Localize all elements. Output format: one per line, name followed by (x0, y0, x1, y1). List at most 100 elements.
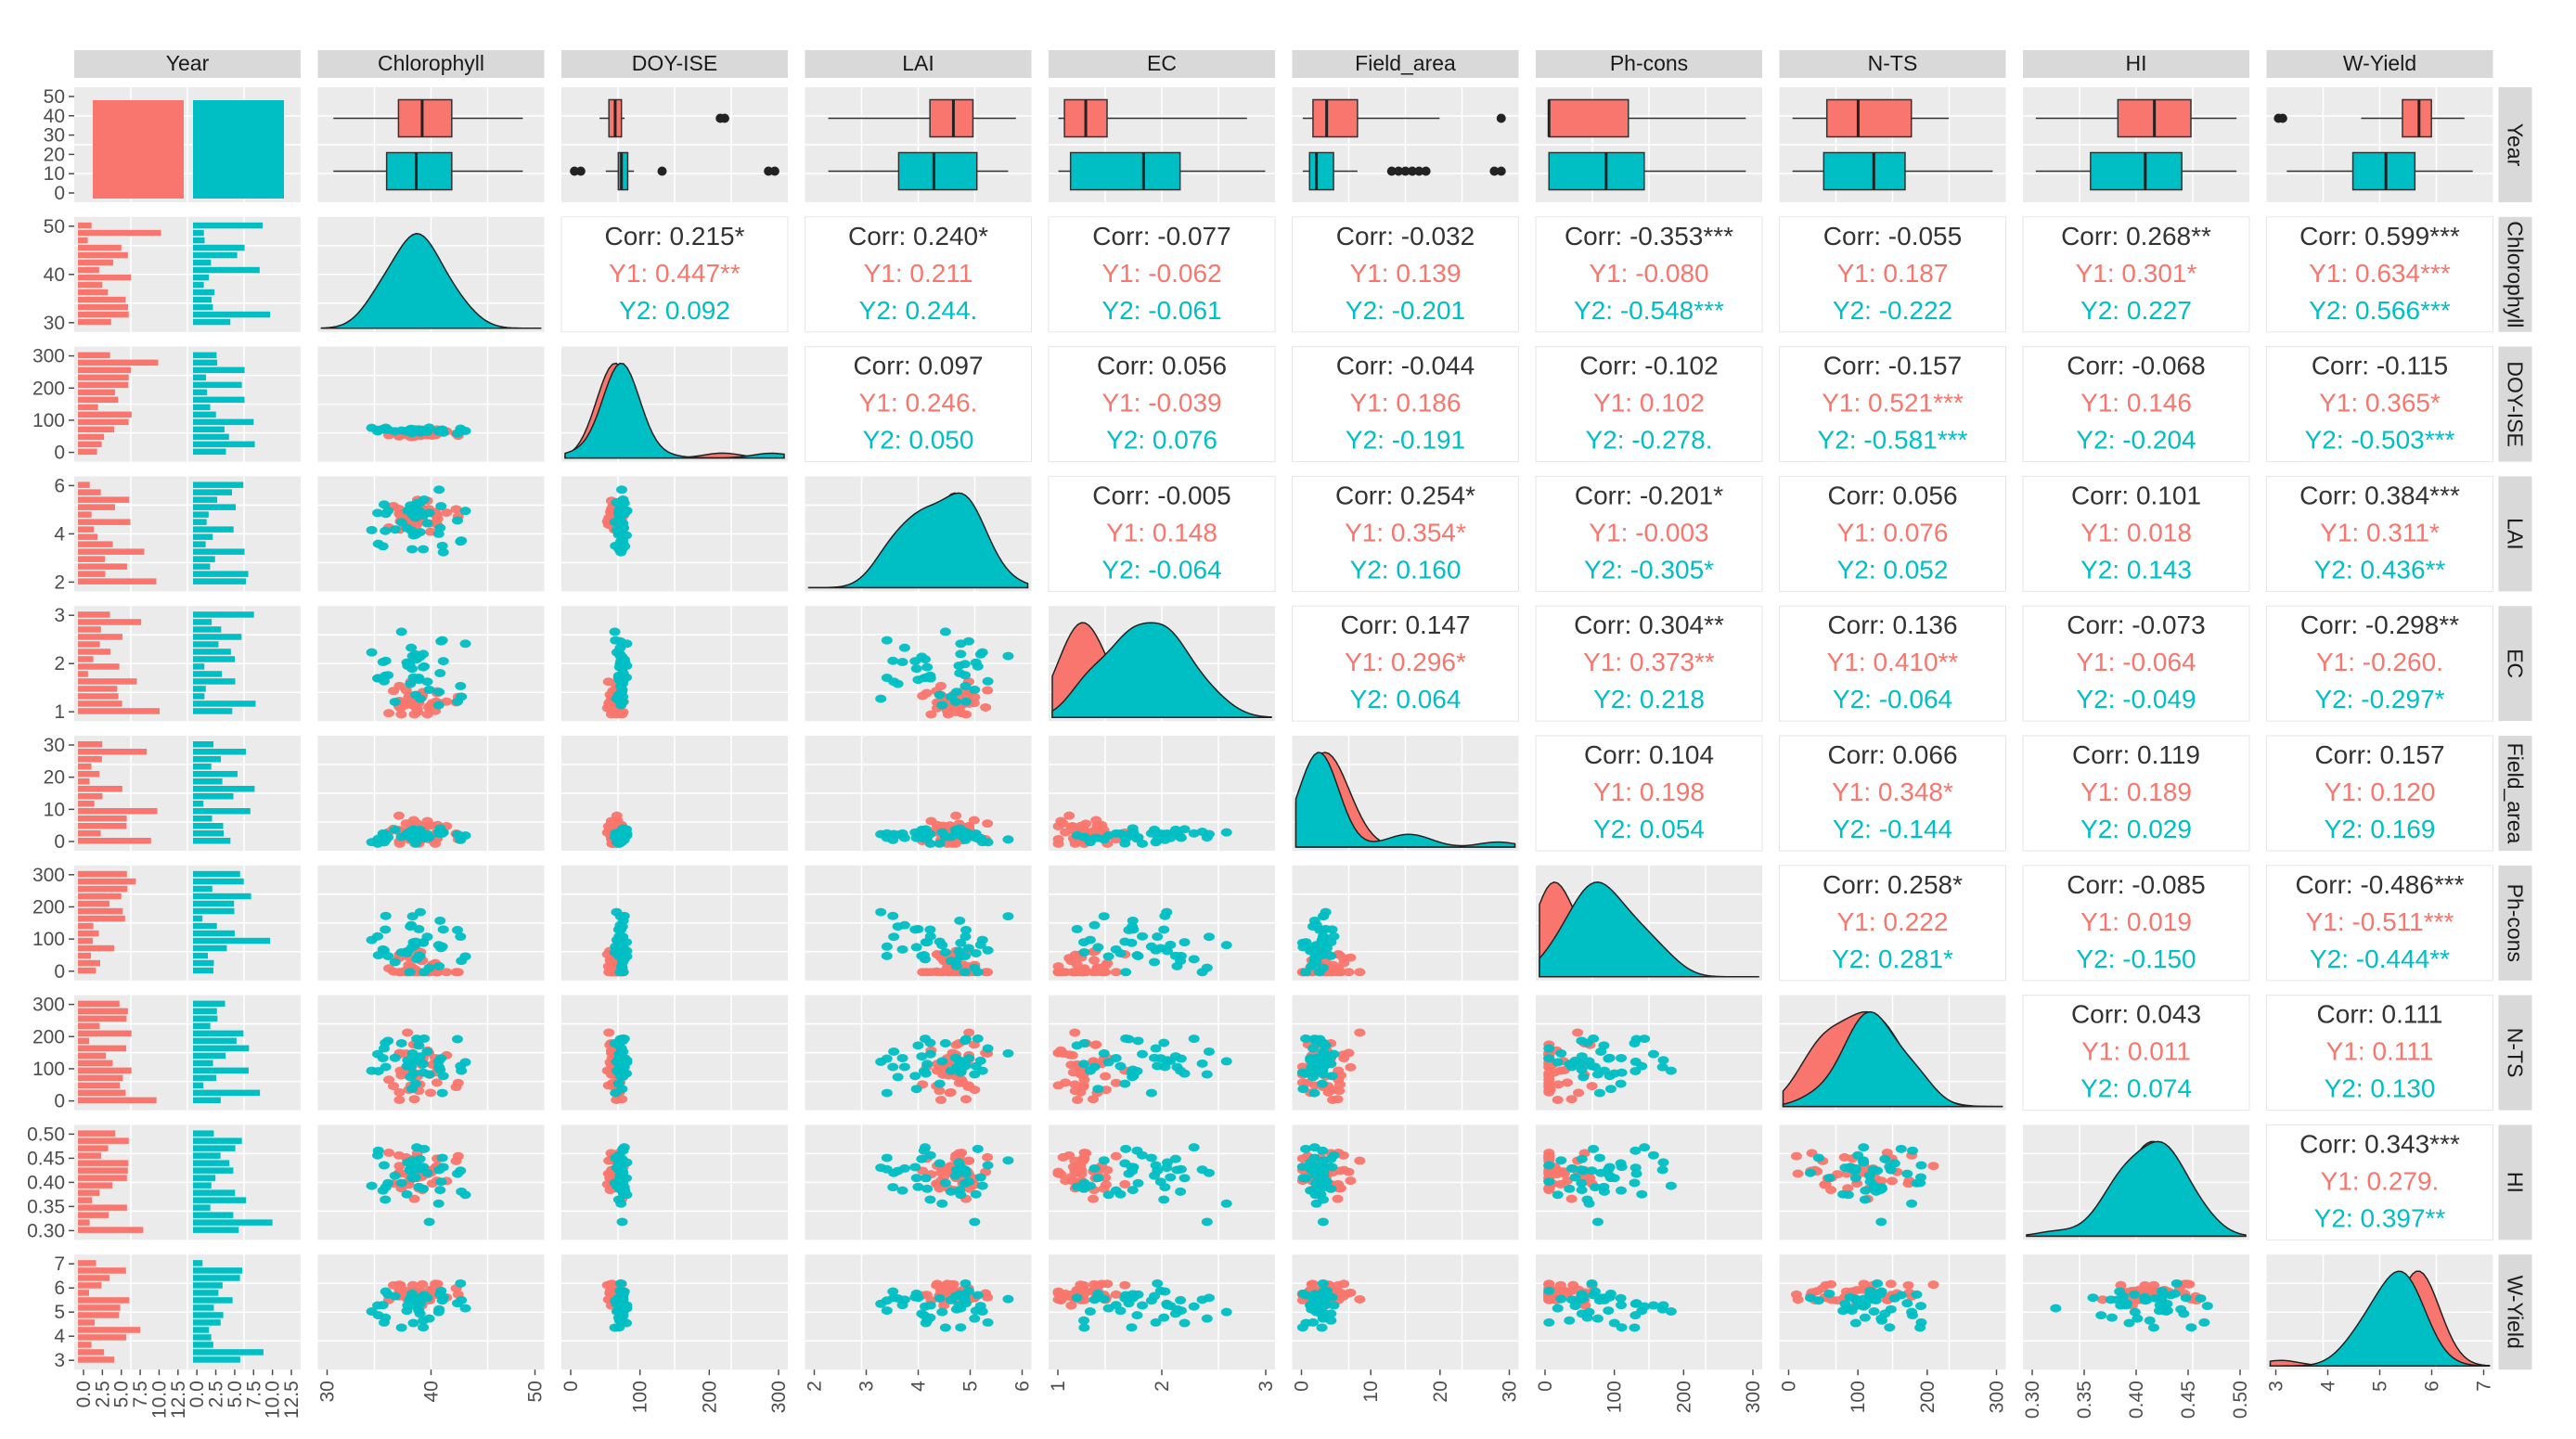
scatter-point-y2 (372, 508, 384, 518)
scatter-point-y1 (1075, 1087, 1087, 1097)
boxplot-box (929, 98, 974, 138)
histogram-bar-y1 (78, 749, 148, 755)
scatter-point-y2 (1593, 1088, 1605, 1098)
scatter-point-y2 (888, 1168, 900, 1177)
scatter-point-y2 (1616, 1068, 1628, 1077)
scatter-point-y2 (936, 941, 948, 950)
corr-y1: Y1: -0.003 (1589, 518, 1708, 546)
scatter-point-y1 (1057, 1048, 1069, 1058)
scatter-point-y2 (916, 951, 928, 960)
scatter-point-y2 (1175, 1295, 1187, 1304)
strip-label-top: DOY-ISE (632, 51, 717, 75)
histogram-bar-y1 (78, 519, 131, 525)
scatter-point-y1 (1792, 1169, 1804, 1178)
scatter-point-y2 (909, 1163, 921, 1172)
histogram-bar-y1 (78, 496, 130, 503)
scatter-point-y2 (434, 1186, 446, 1195)
scatter-point-y2 (455, 537, 467, 546)
scatter-point-y1 (1332, 1194, 1344, 1203)
corr-overall: Corr: -0.115 (2312, 352, 2448, 380)
histogram-bar-y1 (78, 1037, 90, 1045)
y-tick-label: 1 (54, 701, 65, 723)
scatter-point-y2 (1088, 920, 1101, 930)
scatter-point-y2 (1603, 1306, 1615, 1316)
panel-bg (2266, 995, 2493, 1111)
scatter-point-y1 (1345, 1288, 1357, 1297)
histogram-bar-y1 (78, 1175, 127, 1181)
scatter-point-y1 (950, 811, 962, 820)
strip-top-ec (1049, 50, 1275, 78)
y-tick-label: 10 (44, 163, 65, 185)
histogram-bar-y1 (78, 786, 122, 792)
histogram-bar-y1 (78, 381, 129, 389)
corr-y1: Y1: 0.139 (1350, 259, 1462, 288)
histogram-bar-y2 (193, 1267, 243, 1274)
histogram-bar-y2 (193, 930, 235, 937)
corr-y1: Y1: 0.311* (2320, 518, 2440, 546)
scatter-point-y2 (1092, 1174, 1104, 1183)
scatter-point-y1 (1088, 1194, 1100, 1203)
y-tick-label: 3 (54, 605, 65, 626)
scatter-point-y2 (419, 1144, 431, 1153)
histogram-bar-y1 (78, 1015, 127, 1022)
scatter-point-y2 (380, 925, 392, 934)
y-tick-label: 30 (44, 313, 65, 334)
histogram-bar-y2 (193, 1342, 213, 1348)
scatter-point-y2 (621, 1158, 633, 1167)
scatter-point-y2 (610, 1153, 622, 1163)
corr-y1: Y1: 0.018 (2080, 518, 2192, 546)
boxplot-outlier (1386, 166, 1397, 176)
boxplot-outlier (2277, 113, 2287, 123)
histogram-bar-y1 (78, 533, 97, 540)
scatter-point-y1 (1586, 1082, 1598, 1091)
scatter-point-y2 (2149, 1293, 2161, 1303)
scatter-point-y1 (1572, 1028, 1584, 1037)
boxplot-box (1825, 98, 1913, 138)
scatter-point-y2 (413, 1182, 425, 1191)
histogram-bar-y1 (78, 816, 127, 822)
y-tick-label: 0 (54, 961, 65, 983)
histogram-bar-y2 (193, 885, 213, 893)
y-tick-label: 0.45 (27, 1148, 65, 1169)
scatter-point-y2 (613, 649, 625, 659)
panel-layer (74, 50, 2532, 1370)
scatter-point-y2 (1123, 925, 1135, 934)
scatter-point-y1 (1080, 1149, 1092, 1158)
histogram-bar-y1 (78, 311, 129, 318)
x-tick-label: 7.5 (130, 1381, 151, 1407)
strip-top-chlorophyll (317, 50, 545, 78)
scatter-point-y2 (423, 685, 435, 694)
scatter-point-y2 (1002, 1048, 1014, 1058)
scatter-point-y1 (982, 686, 994, 695)
histogram-bar-y2 (193, 1312, 224, 1318)
scatter-point-y2 (934, 1159, 946, 1168)
histogram-bar-y1 (78, 634, 122, 640)
histogram-bar-y2 (193, 433, 229, 441)
boxplot-box (1069, 151, 1181, 191)
scatter-point-y1 (612, 816, 624, 825)
scatter-point-y2 (1328, 1150, 1340, 1160)
histogram-bar-y2 (193, 1219, 273, 1226)
histogram-bar-y2 (193, 1189, 236, 1196)
scatter-point-y2 (924, 1049, 936, 1059)
scatter-point-y1 (1075, 1169, 1088, 1178)
scatter-point-y2 (1150, 1317, 1162, 1327)
scatter-point-y2 (1629, 1146, 1642, 1155)
y-tick-label: 3 (54, 1350, 65, 1371)
scatter-point-y1 (921, 1291, 933, 1300)
scatter-point-y2 (615, 485, 627, 495)
histogram-bar-y2 (193, 967, 213, 974)
scatter-point-y1 (1337, 1150, 1349, 1160)
scatter-point-y1 (1088, 956, 1101, 965)
scatter-point-y1 (980, 702, 992, 712)
scatter-point-y2 (1589, 1183, 1601, 1192)
corr-overall: Corr: 0.157 (2314, 740, 2444, 769)
scatter-point-y2 (1162, 1056, 1174, 1065)
histogram-bar-y2 (193, 426, 225, 433)
scatter-point-y2 (366, 525, 378, 534)
density-y2 (320, 233, 542, 329)
corr-y1: Y1: -0.080 (1589, 259, 1708, 288)
histogram-bar-y2 (193, 366, 245, 374)
scatter-point-y2 (1002, 835, 1014, 844)
scatter-point-y1 (925, 710, 937, 719)
